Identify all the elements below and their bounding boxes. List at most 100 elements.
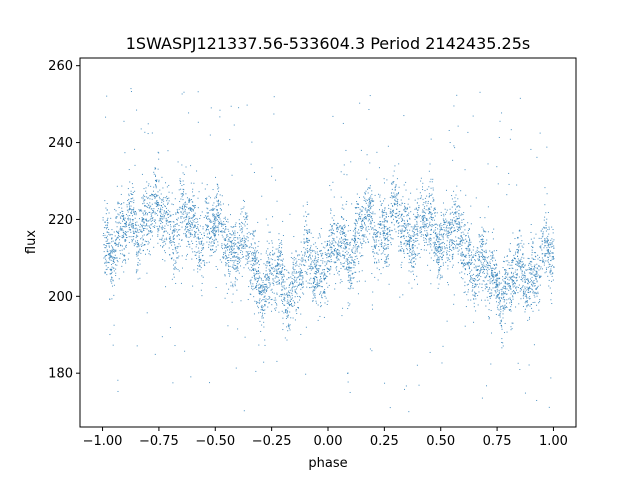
scatter-point (142, 239, 144, 241)
scatter-point (539, 275, 541, 277)
scatter-point (413, 266, 415, 268)
scatter-point (502, 279, 504, 281)
scatter-point (478, 253, 480, 255)
scatter-point (476, 269, 478, 271)
scatter-point (191, 248, 193, 250)
scatter-point (183, 191, 184, 193)
scatter-point (547, 211, 549, 213)
scatter-point (485, 266, 487, 268)
scatter-point (135, 242, 137, 244)
scatter-point (130, 212, 132, 214)
scatter-point (173, 221, 175, 223)
scatter-point (214, 227, 216, 229)
scatter-point (209, 233, 211, 235)
scatter-point (195, 240, 197, 242)
scatter-point (201, 249, 203, 251)
scatter-point (370, 195, 372, 197)
scatter-point (248, 286, 250, 288)
scatter-point (506, 288, 508, 290)
scatter-point (374, 246, 376, 248)
scatter-point (468, 256, 470, 258)
scatter-point (414, 240, 416, 242)
scatter-point (491, 255, 493, 257)
scatter-point (429, 181, 431, 183)
scatter-point (157, 191, 159, 193)
scatter-point (267, 298, 269, 300)
scatter-point (172, 382, 174, 384)
scatter-point (400, 264, 402, 266)
scatter-point (389, 229, 391, 231)
scatter-point (501, 290, 503, 292)
scatter-point (552, 279, 554, 281)
scatter-point (193, 221, 195, 223)
scatter-point (277, 256, 279, 258)
scatter-point (227, 238, 229, 240)
scatter-point (201, 247, 203, 249)
scatter-point (192, 215, 194, 217)
scatter-point (434, 207, 436, 209)
scatter-point (194, 204, 196, 206)
scatter-point (136, 255, 138, 257)
scatter-point (451, 226, 453, 228)
scatter-point (422, 198, 424, 200)
scatter-point (545, 271, 547, 273)
scatter-point (336, 254, 338, 256)
scatter-point (273, 280, 275, 282)
scatter-point (344, 268, 346, 270)
scatter-point (481, 265, 483, 267)
scatter-point (324, 254, 326, 256)
scatter-point (421, 211, 423, 213)
scatter-point (269, 273, 271, 275)
scatter-point (331, 243, 333, 245)
scatter-point (243, 237, 245, 239)
scatter-point (192, 208, 194, 210)
scatter-point (365, 218, 367, 220)
scatter-point (459, 243, 461, 245)
scatter-point (106, 250, 108, 252)
scatter-point (531, 254, 533, 256)
scatter-point (274, 270, 276, 272)
scatter-point (497, 296, 499, 298)
scatter-point (154, 168, 156, 170)
scatter-point (516, 286, 518, 288)
scatter-point (484, 259, 486, 261)
scatter-point (220, 223, 222, 225)
scatter-point (272, 259, 274, 261)
scatter-point (507, 272, 509, 274)
scatter-point (141, 220, 143, 222)
scatter-point (319, 273, 321, 275)
scatter-point (392, 210, 394, 212)
scatter-point (125, 224, 127, 226)
scatter-point (447, 265, 449, 267)
scatter-point (149, 195, 151, 197)
scatter-point (122, 214, 124, 216)
scatter-point (217, 268, 219, 270)
scatter-point (410, 260, 412, 262)
scatter-point (482, 280, 484, 282)
scatter-point (260, 285, 262, 287)
scatter-point (312, 283, 314, 284)
scatter-point (242, 244, 244, 246)
scatter-point (342, 307, 344, 309)
scatter-point (198, 247, 200, 249)
scatter-point (220, 230, 222, 232)
scatter-point (418, 207, 420, 209)
scatter-point (293, 278, 295, 280)
scatter-point (407, 252, 409, 254)
scatter-point (395, 201, 397, 203)
scatter-point (520, 278, 522, 280)
scatter-point (505, 282, 507, 284)
scatter-point (482, 262, 484, 264)
scatter-point (548, 406, 550, 408)
scatter-point (493, 275, 495, 277)
scatter-point (163, 215, 165, 217)
scatter-point (265, 298, 267, 300)
scatter-point (145, 218, 147, 220)
scatter-point (382, 215, 384, 217)
scatter-point (357, 203, 359, 205)
scatter-point (177, 235, 179, 237)
scatter-point (194, 230, 196, 232)
scatter-point (413, 244, 414, 246)
scatter-point (301, 261, 303, 263)
scatter-point (370, 197, 372, 199)
